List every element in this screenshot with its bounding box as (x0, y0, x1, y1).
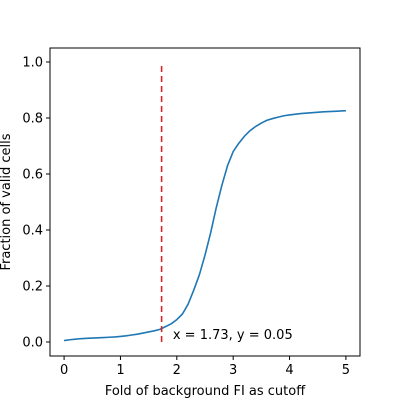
y-tick-label: 0.6 (22, 168, 43, 183)
plot-frame (49, 47, 361, 357)
x-tick-label: 5 (342, 363, 350, 378)
series-line-0 (63, 109, 346, 342)
x-axis-label: Fold of background FI as cutoff (105, 384, 306, 399)
y-tick-label: 1.0 (22, 56, 43, 71)
x-tick-label: 2 (173, 363, 181, 378)
x-tick-label: 1 (116, 363, 124, 378)
x-tick-label: 4 (285, 363, 293, 378)
x-axis-ticks: 0 1 2 3 4 5 (60, 356, 350, 378)
y-tick-label: 0.0 (22, 336, 43, 351)
x-tick-label: 0 (60, 363, 68, 378)
y-axis-ticks: 0.0 0.2 0.4 0.6 0.8 1.0 (22, 56, 50, 351)
x-tick-label: 3 (229, 363, 237, 378)
y-axis-label: Fraction of valid cells (0, 133, 14, 270)
cutoff-annotation: x = 1.73, y = 0.05 (173, 328, 293, 343)
y-tick-label: 0.2 (22, 280, 43, 295)
y-tick-label: 0.4 (22, 224, 43, 239)
plot-layer (63, 62, 346, 342)
y-tick-label: 0.8 (22, 112, 43, 127)
